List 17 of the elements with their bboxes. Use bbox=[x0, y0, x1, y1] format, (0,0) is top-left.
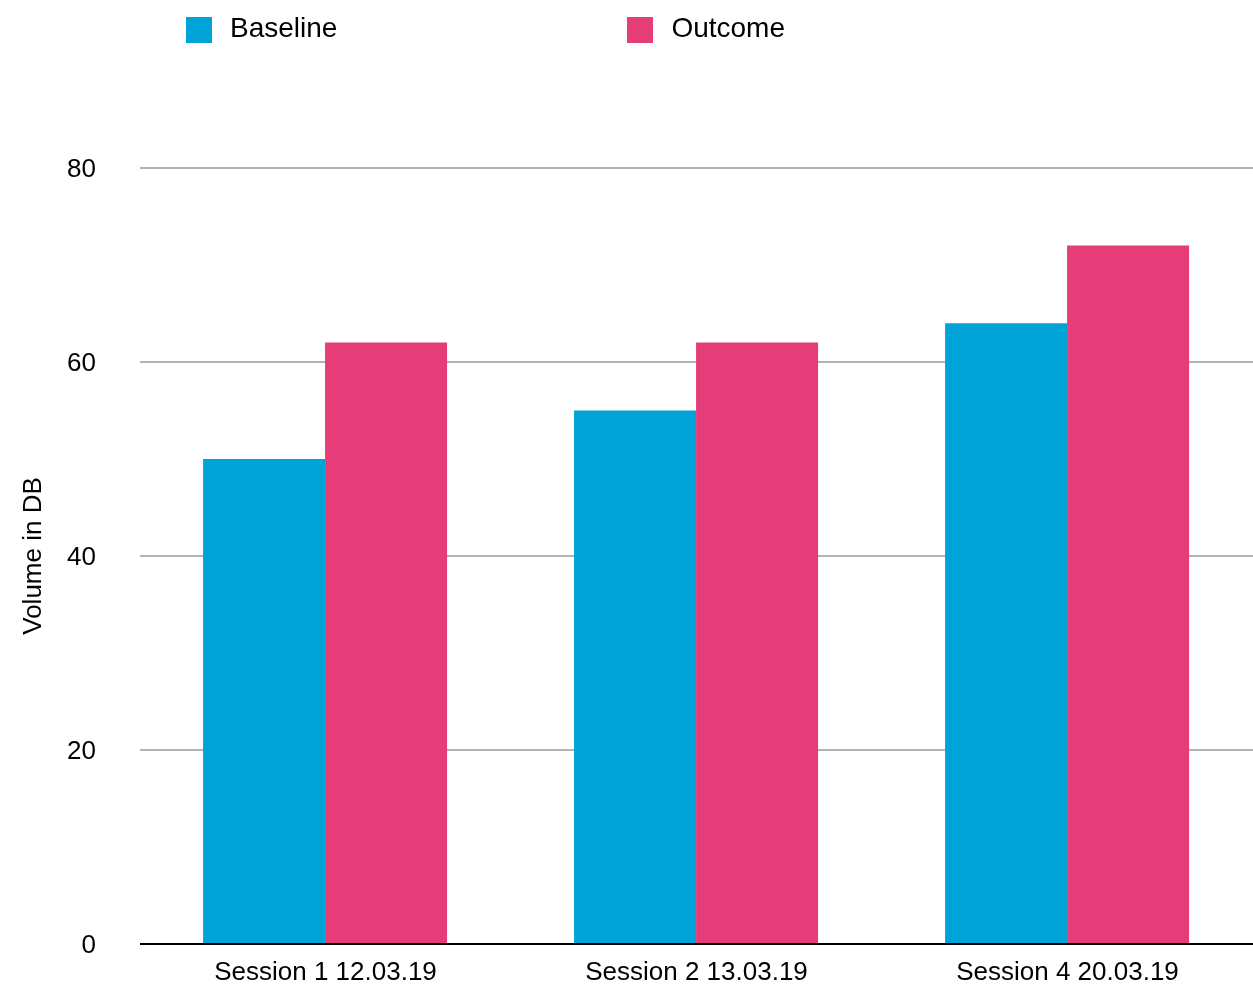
x-tick-label: Session 1 12.03.19 bbox=[214, 956, 437, 987]
bar bbox=[574, 410, 697, 944]
bar bbox=[696, 342, 819, 944]
y-tick-label: 40 bbox=[67, 541, 96, 572]
y-tick-label: 20 bbox=[67, 735, 96, 766]
bar bbox=[1067, 245, 1190, 944]
x-tick-label: Session 2 13.03.19 bbox=[585, 956, 808, 987]
x-tick-label: Session 4 20.03.19 bbox=[956, 956, 1179, 987]
y-axis-title: Volume in DB bbox=[17, 477, 47, 635]
legend-label: Baseline bbox=[229, 12, 338, 43]
y-tick-label: 0 bbox=[81, 929, 96, 960]
y-tick-label: 80 bbox=[67, 153, 96, 184]
bar bbox=[945, 323, 1068, 944]
y-tick-label: 60 bbox=[67, 347, 96, 378]
bar bbox=[325, 342, 448, 944]
legend-label: Outcome bbox=[671, 12, 785, 43]
bar bbox=[203, 459, 326, 944]
